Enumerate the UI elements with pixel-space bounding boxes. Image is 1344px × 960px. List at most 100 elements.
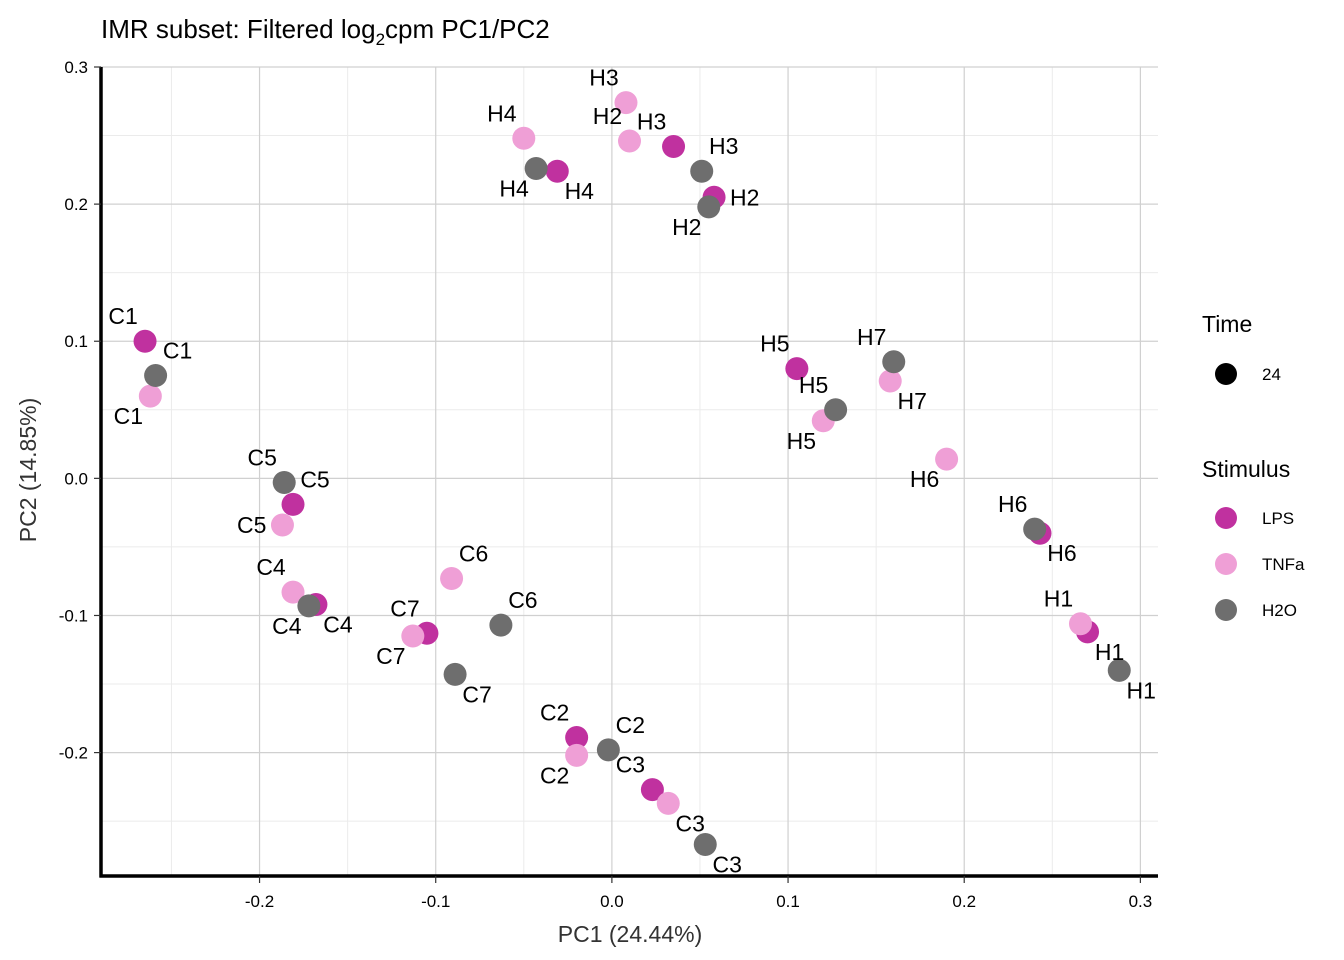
point-h2o-c7 <box>443 662 467 686</box>
point-label-h7: H7 <box>898 388 927 414</box>
point-label-c6: C6 <box>459 540 488 566</box>
point-h2o-h2 <box>697 195 721 219</box>
legend: Time 24 Stimulus LPS TNFa H2O <box>1202 311 1305 621</box>
point-tnfa-c4 <box>281 580 305 604</box>
point-label-h4: H4 <box>565 178 595 204</box>
point-label-h5: H5 <box>799 372 828 398</box>
legend-lps-marker <box>1215 507 1237 529</box>
chart-title-subscript: 2 <box>376 30 385 49</box>
point-label-c4: C4 <box>323 612 353 638</box>
point-label-h2: H2 <box>730 184 759 210</box>
data-points <box>133 91 1131 856</box>
point-lps-h5 <box>785 357 809 381</box>
y-axis-title: PC2 (14.85%) <box>15 398 41 542</box>
chart-title-rest: cpm PC1/PC2 <box>385 14 550 44</box>
legend-tnfa-label: TNFa <box>1262 555 1305 574</box>
point-label-h1: H1 <box>1044 586 1073 612</box>
point-label-h5: H5 <box>760 331 789 357</box>
legend-time-title: Time <box>1202 311 1252 337</box>
y-tick-label: -0.1 <box>59 606 88 625</box>
point-h2o-c4 <box>297 594 321 618</box>
point-tnfa-h2 <box>618 129 641 153</box>
point-tnfa-c1 <box>138 384 162 408</box>
point-label-h4: H4 <box>499 175 529 201</box>
x-axis-ticks: -0.2 -0.1 0.0 0.1 0.2 0.3 <box>245 876 1152 911</box>
point-h2o-h3 <box>690 159 714 183</box>
point-h2o-c1 <box>144 364 168 388</box>
point-tnfa-c3 <box>656 791 680 815</box>
y-tick-label: 0.3 <box>64 58 88 77</box>
point-h2o-c3 <box>693 832 717 856</box>
point-tnfa-c6 <box>440 566 464 590</box>
point-h2o-c6 <box>489 613 513 637</box>
point-label-h3: H3 <box>709 133 738 159</box>
point-label-c2: C2 <box>540 700 569 726</box>
chart-title-main: IMR subset: Filtered log <box>101 14 376 44</box>
legend-h2o-marker <box>1215 599 1237 621</box>
x-tick-label: 0.3 <box>1129 892 1153 911</box>
point-h2o-h4 <box>524 156 548 180</box>
x-tick-label: -0.2 <box>245 892 274 911</box>
x-tick-label: 0.0 <box>600 892 624 911</box>
point-h2o-c5 <box>272 470 296 494</box>
point-label-h3: H3 <box>637 109 666 135</box>
point-labels: C1 C5 C4 C7 C2 C3 H4 H3 H2 H5 H6 H1 C1 C5 C4 C6 C7 C2 C3 H4… <box>108 65 1156 878</box>
point-label-c1: C1 <box>108 303 137 329</box>
point-label-c5: C5 <box>300 466 329 492</box>
x-tick-label: 0.1 <box>776 892 800 911</box>
point-tnfa-h7 <box>878 369 902 393</box>
point-lps-c1 <box>133 329 157 353</box>
point-lps-h3 <box>662 135 686 159</box>
point-label-c3: C3 <box>713 851 742 877</box>
point-label-h1: H1 <box>1127 677 1156 703</box>
point-lps-c3 <box>640 778 664 802</box>
point-h2o-h5 <box>824 398 848 422</box>
point-lps-c5 <box>281 492 305 516</box>
point-h2o-h6 <box>1023 517 1047 541</box>
legend-time-marker <box>1215 363 1237 385</box>
point-tnfa-c5 <box>270 513 294 537</box>
point-label-c4: C4 <box>256 554 286 580</box>
point-label-c1: C1 <box>114 403 143 429</box>
point-tnfa-h4 <box>512 126 536 150</box>
point-h2o-h7 <box>882 350 906 374</box>
y-tick-label: 0.1 <box>64 332 88 351</box>
point-label-c1: C1 <box>163 338 192 364</box>
axes <box>99 67 1158 878</box>
point-label-h7: H7 <box>857 324 886 350</box>
major-gridlines <box>101 66 1158 876</box>
point-label-h4: H4 <box>487 100 517 126</box>
y-tick-label: 0.0 <box>64 469 88 488</box>
point-label-c7: C7 <box>376 643 405 669</box>
point-tnfa-h1 <box>1068 612 1092 636</box>
point-label-h2: H2 <box>672 214 701 240</box>
point-tnfa-h6 <box>935 447 959 471</box>
x-tick-label: 0.2 <box>952 892 976 911</box>
point-label-h1: H1 <box>1095 639 1124 665</box>
legend-tnfa-marker <box>1215 553 1237 575</box>
point-label-c5: C5 <box>237 512 266 538</box>
point-label-h6: H6 <box>1047 540 1076 566</box>
y-tick-label: -0.2 <box>59 744 88 763</box>
point-tnfa-c7 <box>401 624 425 648</box>
point-label-c2: C2 <box>540 762 569 788</box>
point-label-c5: C5 <box>248 444 277 470</box>
point-label-c7: C7 <box>390 595 419 621</box>
x-tick-label: -0.1 <box>421 892 450 911</box>
point-lps-h4 <box>545 159 569 183</box>
point-h2o-c2 <box>596 738 620 762</box>
point-label-h2: H2 <box>593 103 622 129</box>
point-lps-c2 <box>565 726 589 750</box>
y-axis-ticks: -0.2 -0.1 0.0 0.1 0.2 0.3 <box>59 58 101 763</box>
point-label-h5: H5 <box>787 428 816 454</box>
legend-stimulus-title: Stimulus <box>1202 456 1290 482</box>
minor-gridlines <box>101 67 1158 876</box>
point-label-h3: H3 <box>589 65 618 91</box>
point-label-h6: H6 <box>910 466 939 492</box>
chart-title: IMR subset: Filtered log2cpm PC1/PC2 <box>101 14 550 49</box>
point-label-c3: C3 <box>676 810 705 836</box>
point-tnfa-c2 <box>565 743 589 767</box>
point-tnfa-h3 <box>614 91 638 115</box>
y-tick-label: 0.2 <box>64 195 88 214</box>
